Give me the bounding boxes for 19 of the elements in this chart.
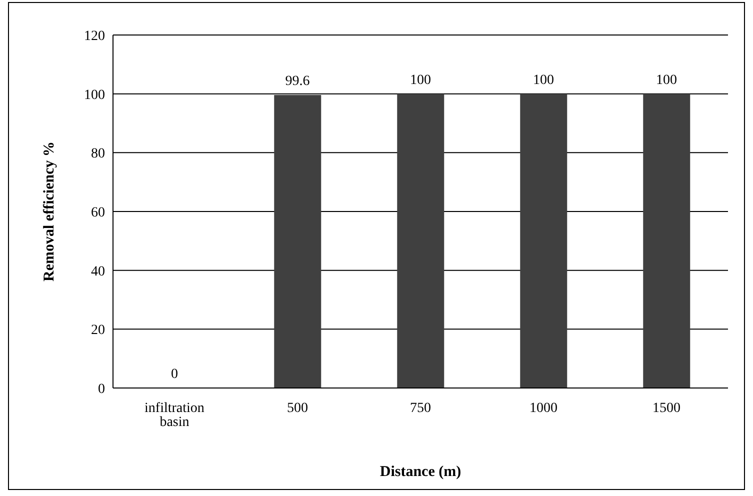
data-label: 100 xyxy=(533,72,554,88)
x-tick-label: 1000 xyxy=(530,400,558,416)
y-tick-label: 100 xyxy=(84,88,105,103)
y-tick-label: 120 xyxy=(84,28,105,44)
x-tick-label: 1500 xyxy=(652,400,680,416)
x-tick-label: 750 xyxy=(410,400,431,416)
x-tick-label: 500 xyxy=(287,400,308,416)
data-label: 100 xyxy=(410,72,431,88)
y-tick-label: 80 xyxy=(91,146,105,162)
data-label: 100 xyxy=(656,72,677,88)
y-tick-label: 0 xyxy=(98,382,105,397)
x-axis-title: Distance (m) xyxy=(380,464,462,480)
data-label: 0 xyxy=(171,367,178,382)
x-tick-label: infiltration basin xyxy=(144,400,204,430)
data-label: 99.6 xyxy=(285,74,310,90)
y-tick-label: 60 xyxy=(91,205,105,220)
y-axis-title: Removal efficiency % xyxy=(41,142,58,282)
y-tick-label: 40 xyxy=(91,264,105,280)
y-tick-label: 20 xyxy=(91,323,105,338)
